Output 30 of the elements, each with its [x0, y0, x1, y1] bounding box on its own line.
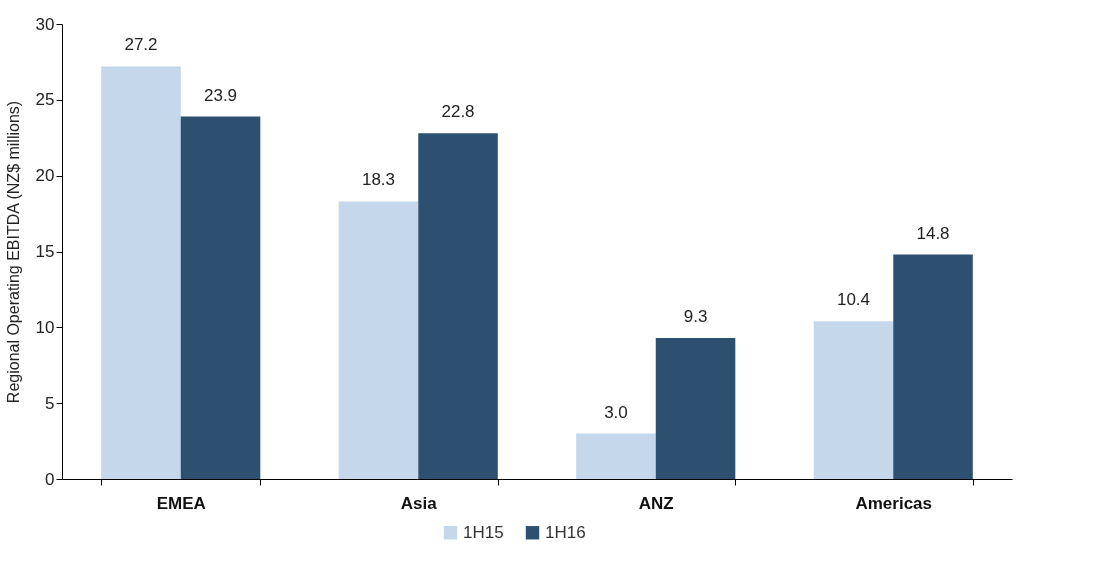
- data-label: 14.8: [916, 223, 950, 243]
- y-tick-label: 25: [35, 90, 55, 110]
- x-tick-label: ANZ: [638, 493, 674, 513]
- y-tick-label: 10: [35, 317, 55, 337]
- data-label: 27.2: [124, 35, 158, 55]
- bar: [101, 66, 181, 479]
- x-tick-label: Asia: [400, 493, 438, 513]
- bar: [655, 337, 736, 479]
- y-axis-title: Regional Operating EBITDA (NZ$ millions): [4, 100, 22, 404]
- y-tick-label: 5: [45, 393, 55, 413]
- x-tick-label: EMEA: [156, 493, 206, 513]
- bar: [813, 321, 894, 479]
- legend-label: 1H16: [545, 522, 586, 542]
- bar: [893, 254, 973, 479]
- bar: [180, 116, 261, 479]
- x-tick-label: Americas: [855, 493, 933, 513]
- y-tick-label: 0: [45, 469, 55, 489]
- data-label: 18.3: [361, 170, 396, 190]
- data-label: 22.8: [441, 102, 475, 122]
- y-tick-label: 20: [35, 166, 55, 186]
- bar: [338, 201, 419, 479]
- legend-label: 1H15: [463, 522, 504, 542]
- y-tick-label: 15: [35, 242, 55, 261]
- data-label: 10.4: [836, 290, 871, 310]
- bar: [418, 133, 498, 479]
- y-tick-label: 30: [35, 14, 55, 34]
- data-label: 3.0: [604, 402, 628, 422]
- bar: [576, 433, 656, 479]
- data-label: 23.9: [203, 85, 238, 105]
- data-label: 9.3: [683, 306, 708, 326]
